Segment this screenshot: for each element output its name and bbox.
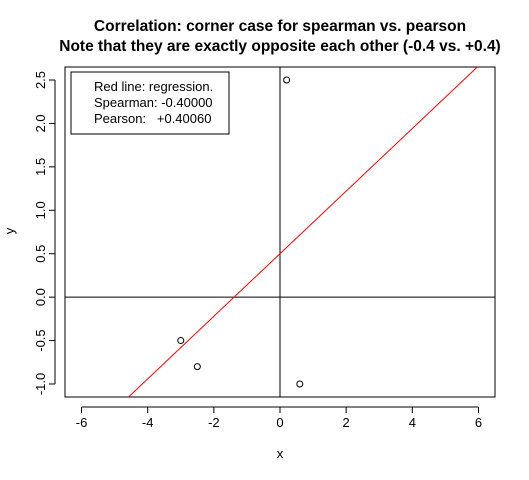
y-tick-label: -0.5 <box>33 329 48 351</box>
x-axis: -6 -4 -2 0 2 4 6 <box>76 406 482 430</box>
legend-box <box>70 71 230 135</box>
data-point <box>177 337 185 345</box>
y-tick-label: 0.0 <box>33 288 48 306</box>
y-tick-label: 2.0 <box>33 114 48 132</box>
data-point <box>296 380 304 388</box>
regression-line <box>128 66 478 398</box>
legend-line: Red line: regression. <box>94 79 213 94</box>
y-tick-label: 0.5 <box>33 245 48 263</box>
regression-line-group <box>128 66 478 398</box>
legend-line: Spearman: -0.40000 <box>94 95 213 110</box>
y-axis: -1.0 -0.5 0.0 0.5 1.0 1.5 2.0 2.5 <box>33 71 56 395</box>
legend: Red line: regression.Spearman: -0.40000P… <box>70 71 230 135</box>
reference-lines <box>65 67 495 397</box>
y-tick-label: 1.0 <box>33 201 48 219</box>
x-tick-label: -2 <box>208 415 220 430</box>
x-tick-label: -6 <box>76 415 88 430</box>
x-tick-label: 4 <box>409 415 416 430</box>
y-tick-label: 1.5 <box>33 158 48 176</box>
y-axis-label: y <box>2 227 17 234</box>
y-tick-label: 2.5 <box>33 71 48 89</box>
y-tick-label: -1.0 <box>33 373 48 395</box>
points-group <box>177 76 304 388</box>
legend-line: Pearson: +0.40060 <box>94 111 211 126</box>
chart-title: Correlation: corner case for spearman vs… <box>94 18 466 35</box>
data-point <box>283 76 291 84</box>
x-tick-label: 6 <box>475 415 482 430</box>
x-axis-label: x <box>277 446 284 461</box>
data-point <box>193 363 201 371</box>
x-tick-label: -4 <box>142 415 154 430</box>
x-tick-label: 2 <box>343 415 350 430</box>
x-tick-label: 0 <box>276 415 283 430</box>
chart-subtitle: Note that they are exactly opposite each… <box>59 38 500 55</box>
